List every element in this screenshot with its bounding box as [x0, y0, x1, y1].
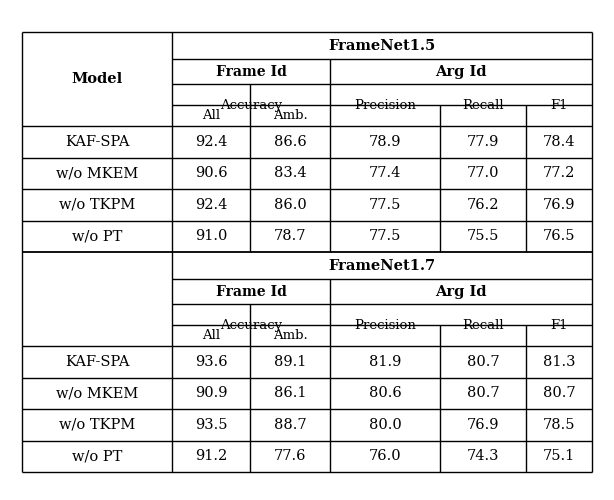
Text: 81.3: 81.3: [543, 355, 575, 369]
Text: 93.5: 93.5: [195, 418, 227, 432]
Text: All: All: [202, 110, 220, 122]
Text: 89.1: 89.1: [274, 355, 306, 369]
Text: 86.6: 86.6: [274, 135, 306, 149]
Text: Precision: Precision: [354, 319, 416, 332]
Text: 88.7: 88.7: [274, 418, 306, 432]
Text: 80.7: 80.7: [467, 355, 499, 369]
Text: 81.9: 81.9: [369, 355, 401, 369]
Text: All: All: [202, 330, 220, 342]
Text: w/o TKPM: w/o TKPM: [59, 418, 135, 432]
Text: 78.9: 78.9: [369, 135, 402, 149]
Text: 78.7: 78.7: [274, 230, 306, 243]
Text: 77.5: 77.5: [369, 198, 401, 212]
Text: 78.4: 78.4: [543, 135, 575, 149]
Text: 77.6: 77.6: [274, 450, 306, 464]
Text: KAF-SPA: KAF-SPA: [64, 355, 130, 369]
Text: 80.6: 80.6: [368, 386, 402, 400]
Text: 75.5: 75.5: [467, 230, 499, 243]
Text: w/o PT: w/o PT: [72, 230, 122, 243]
Text: 93.6: 93.6: [195, 355, 227, 369]
Text: 76.2: 76.2: [467, 198, 499, 212]
Text: 92.4: 92.4: [195, 198, 227, 212]
Text: 92.4: 92.4: [195, 135, 227, 149]
Text: 77.4: 77.4: [369, 166, 401, 180]
Text: w/o MKEM: w/o MKEM: [56, 386, 138, 400]
Text: FrameNet1.7: FrameNet1.7: [328, 258, 435, 272]
Text: 77.2: 77.2: [543, 166, 575, 180]
Text: 76.5: 76.5: [543, 230, 575, 243]
Text: 80.7: 80.7: [467, 386, 499, 400]
Text: w/o MKEM: w/o MKEM: [56, 166, 138, 180]
Text: 78.5: 78.5: [543, 418, 575, 432]
Text: Recall: Recall: [462, 319, 504, 332]
Text: 91.2: 91.2: [195, 450, 227, 464]
Text: Arg Id: Arg Id: [435, 285, 487, 299]
Text: 90.6: 90.6: [195, 166, 227, 180]
Text: F1: F1: [550, 319, 568, 332]
Text: F1: F1: [550, 99, 568, 112]
Text: 76.9: 76.9: [467, 418, 499, 432]
Text: w/o TKPM: w/o TKPM: [59, 198, 135, 212]
Text: Accuracy: Accuracy: [220, 319, 282, 332]
Text: w/o PT: w/o PT: [72, 450, 122, 464]
Text: 86.1: 86.1: [274, 386, 306, 400]
Text: 90.9: 90.9: [195, 386, 227, 400]
Text: Arg Id: Arg Id: [435, 65, 487, 79]
Text: 75.1: 75.1: [543, 450, 575, 464]
Text: 80.7: 80.7: [543, 386, 575, 400]
Text: Frame Id: Frame Id: [216, 65, 287, 79]
Text: 83.4: 83.4: [274, 166, 306, 180]
Text: 77.0: 77.0: [467, 166, 499, 180]
Text: 74.3: 74.3: [467, 450, 499, 464]
Text: Accuracy: Accuracy: [220, 99, 282, 112]
Text: Recall: Recall: [462, 99, 504, 112]
Text: 91.0: 91.0: [195, 230, 227, 243]
Text: Amb.: Amb.: [273, 110, 308, 122]
Text: Precision: Precision: [354, 99, 416, 112]
Text: 86.0: 86.0: [274, 198, 306, 212]
Text: 77.9: 77.9: [467, 135, 499, 149]
Text: Model: Model: [71, 72, 123, 86]
Text: 77.5: 77.5: [369, 230, 401, 243]
Text: 80.0: 80.0: [368, 418, 402, 432]
Text: 76.9: 76.9: [543, 198, 575, 212]
Text: FrameNet1.5: FrameNet1.5: [328, 38, 435, 52]
Text: 76.0: 76.0: [368, 450, 402, 464]
Text: Frame Id: Frame Id: [216, 285, 287, 299]
Text: KAF-SPA: KAF-SPA: [64, 135, 130, 149]
Text: Amb.: Amb.: [273, 330, 308, 342]
